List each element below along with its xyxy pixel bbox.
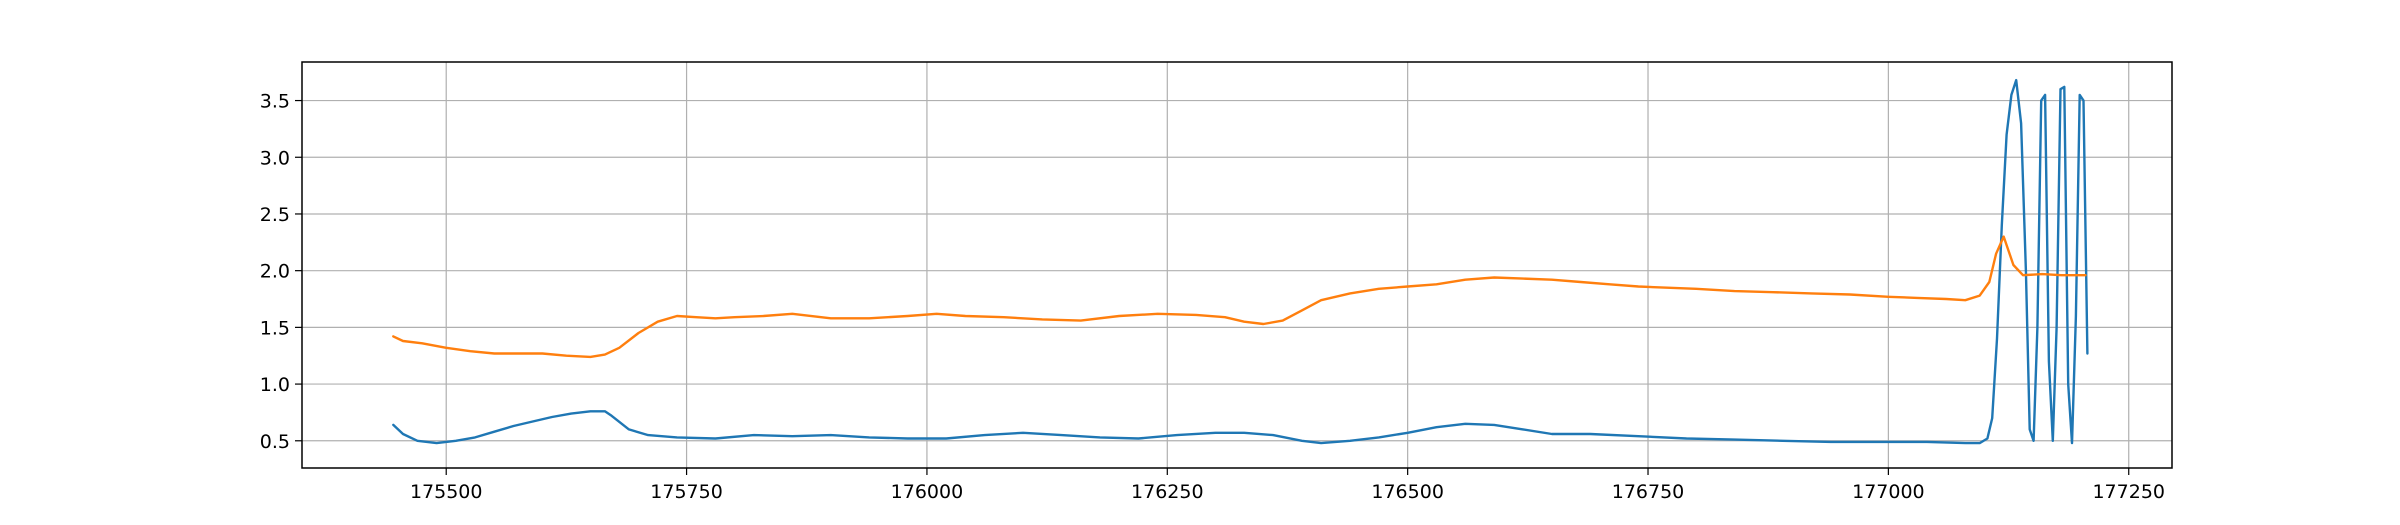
y-tick-label: 1.0 (260, 374, 290, 396)
y-tick-label: 0.5 (260, 431, 290, 453)
series-layer (392, 78, 2089, 445)
x-tick-label: 175500 (410, 481, 483, 503)
x-tick-label: 177000 (1852, 481, 1925, 503)
x-tick-label: 176250 (1131, 481, 1204, 503)
series-line-1 (392, 78, 2089, 445)
y-tick-label: 3.0 (260, 147, 290, 169)
y-tick-label: 3.5 (260, 91, 290, 113)
y-tick-label: 1.5 (260, 317, 290, 339)
x-tick-label: 176500 (1371, 481, 1444, 503)
plot-frame (301, 61, 2173, 469)
x-tick-label: 176750 (1612, 481, 1685, 503)
grid (302, 62, 2172, 468)
x-tick-label: 177250 (2092, 481, 2165, 503)
axes: 175500 175750 176000 176250 176500 176750 1770… (260, 91, 2165, 503)
series-line-2 (392, 235, 2087, 359)
y-tick-label: 2.0 (260, 261, 290, 283)
y-tick-label: 2.5 (260, 204, 290, 226)
x-tick-label: 176000 (891, 481, 964, 503)
x-tick-label: 175750 (650, 481, 723, 503)
